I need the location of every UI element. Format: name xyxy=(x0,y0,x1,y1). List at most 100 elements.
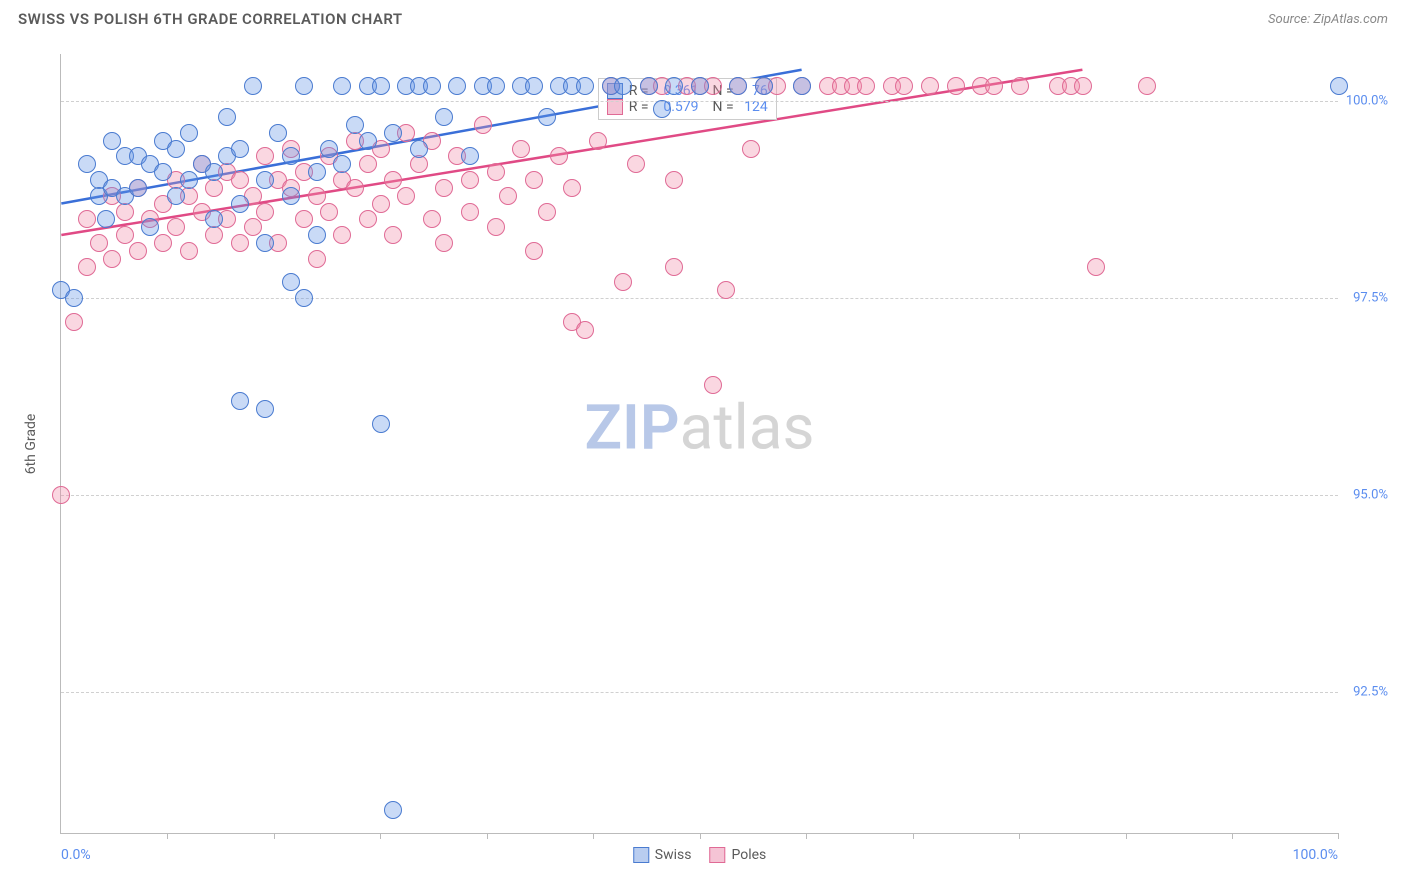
data-point xyxy=(423,77,441,95)
gridline xyxy=(61,298,1338,299)
data-point xyxy=(665,171,683,189)
data-point xyxy=(231,140,249,158)
data-point xyxy=(499,187,517,205)
data-point xyxy=(65,289,83,307)
x-axis-min-label: 0.0% xyxy=(61,847,91,863)
data-point xyxy=(895,77,913,95)
data-point xyxy=(717,281,735,299)
data-point xyxy=(729,77,747,95)
data-point xyxy=(589,132,607,150)
data-point xyxy=(97,210,115,228)
x-tick xyxy=(593,833,594,839)
data-point xyxy=(525,171,543,189)
trend-lines xyxy=(61,54,1338,833)
x-tick xyxy=(1232,833,1233,839)
data-point xyxy=(103,132,121,150)
data-point xyxy=(244,218,262,236)
data-point xyxy=(665,77,683,95)
data-point xyxy=(576,321,594,339)
data-point xyxy=(205,163,223,181)
data-point xyxy=(461,171,479,189)
data-point xyxy=(333,155,351,173)
x-axis-max-label: 100.0% xyxy=(1293,847,1338,863)
data-point xyxy=(308,163,326,181)
data-point xyxy=(116,203,134,221)
watermark: ZIPatlas xyxy=(585,391,815,464)
data-point xyxy=(116,226,134,244)
y-axis-title: 6th Grade xyxy=(23,413,39,474)
chart-container: 6th Grade ZIPatlas R =0.361N =76R =0.579… xyxy=(18,44,1388,874)
data-point xyxy=(129,242,147,260)
data-point xyxy=(308,250,326,268)
data-point xyxy=(704,376,722,394)
data-point xyxy=(1074,77,1092,95)
data-point xyxy=(269,124,287,142)
chart-title: SWISS VS POLISH 6TH GRADE CORRELATION CH… xyxy=(18,10,403,28)
x-tick xyxy=(806,833,807,839)
data-point xyxy=(550,147,568,165)
x-tick xyxy=(274,833,275,839)
x-tick xyxy=(487,833,488,839)
data-point xyxy=(372,195,390,213)
data-point xyxy=(487,218,505,236)
data-point xyxy=(359,210,377,228)
data-point xyxy=(487,163,505,181)
data-point xyxy=(372,415,390,433)
gridline xyxy=(61,101,1338,102)
data-point xyxy=(512,140,530,158)
data-point xyxy=(691,77,709,95)
data-point xyxy=(78,258,96,276)
data-point xyxy=(985,77,1003,95)
data-point xyxy=(448,77,466,95)
data-point xyxy=(256,147,274,165)
data-point xyxy=(538,203,556,221)
data-point xyxy=(218,108,236,126)
data-point xyxy=(244,77,262,95)
data-point xyxy=(308,226,326,244)
data-point xyxy=(359,155,377,173)
series-name: Poles xyxy=(731,847,766,863)
data-point xyxy=(410,155,428,173)
data-point xyxy=(52,486,70,504)
data-point xyxy=(755,77,773,95)
data-point xyxy=(282,273,300,291)
data-point xyxy=(793,77,811,95)
y-tick-label: 92.5% xyxy=(1340,685,1388,700)
y-tick-label: 100.0% xyxy=(1340,94,1388,109)
data-point xyxy=(167,218,185,236)
series-legend-item: Poles xyxy=(709,847,766,863)
gridline xyxy=(61,692,1338,693)
data-point xyxy=(435,234,453,252)
data-point xyxy=(103,250,121,268)
data-point xyxy=(525,77,543,95)
data-point xyxy=(180,242,198,260)
data-point xyxy=(397,187,415,205)
legend-swatch xyxy=(709,847,725,863)
data-point xyxy=(461,203,479,221)
data-point xyxy=(563,179,581,197)
data-point xyxy=(653,100,671,118)
data-point xyxy=(256,234,274,252)
data-point xyxy=(435,108,453,126)
data-point xyxy=(372,77,390,95)
data-point xyxy=(180,124,198,142)
data-point xyxy=(1330,77,1348,95)
x-tick xyxy=(167,833,168,839)
data-point xyxy=(614,77,632,95)
gridline xyxy=(61,495,1338,496)
data-point xyxy=(78,155,96,173)
x-tick xyxy=(380,833,381,839)
data-point xyxy=(231,195,249,213)
data-point xyxy=(384,801,402,819)
data-point xyxy=(295,210,313,228)
x-tick xyxy=(700,833,701,839)
series-name: Swiss xyxy=(655,847,692,863)
data-point xyxy=(256,203,274,221)
y-tick-label: 95.0% xyxy=(1340,488,1388,503)
data-point xyxy=(1011,77,1029,95)
data-point xyxy=(154,163,172,181)
series-legend-item: Swiss xyxy=(633,847,692,863)
data-point xyxy=(295,289,313,307)
data-point xyxy=(231,171,249,189)
data-point xyxy=(410,140,428,158)
